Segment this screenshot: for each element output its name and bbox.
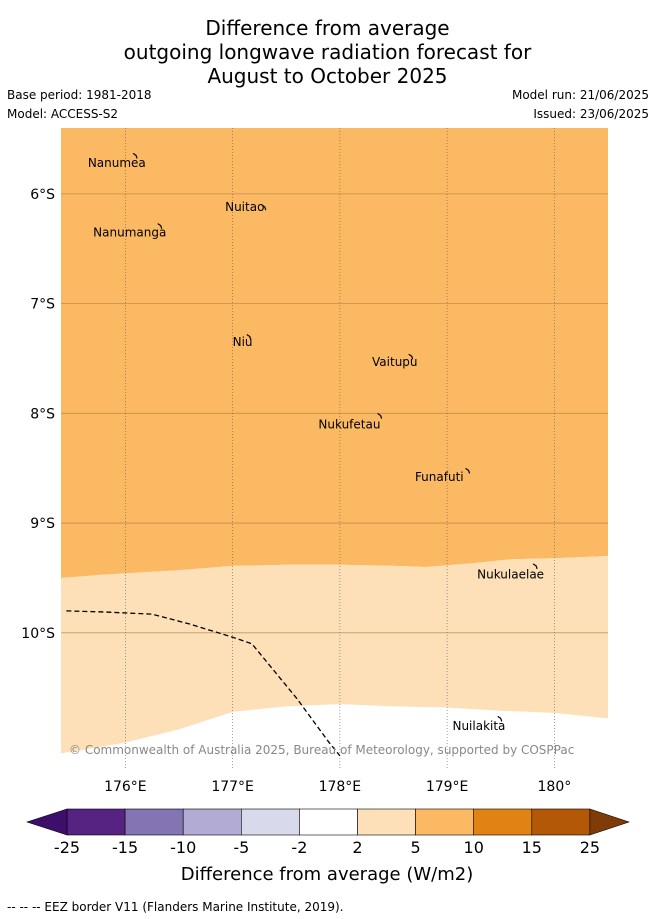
colorbar-segment (182, 808, 242, 836)
lon-tick-label: 177°E (211, 779, 254, 795)
eez-legend-note: -- -- -- EEZ border V11 (Flanders Marine… (7, 900, 344, 914)
lat-tick-label: 8°S (30, 406, 55, 422)
colorbar-tick-label: 2 (352, 838, 362, 857)
base-period: Base period: 1981-2018 (7, 88, 152, 102)
colorbar-label: Difference from average (W/m2) (181, 864, 473, 885)
island-outline (532, 563, 538, 570)
title-line-3: August to October 2025 (207, 64, 448, 88)
model-name: Model: ACCESS-S2 (7, 107, 119, 121)
colorbar-extend-high (589, 808, 630, 836)
colorbar-tick-label: -25 (54, 838, 80, 857)
colorbar-segment (357, 808, 416, 836)
colorbar-tick-label: -10 (170, 838, 196, 857)
colorbar-tick-label: 25 (580, 838, 600, 857)
island-label: Nanumea (88, 156, 146, 170)
issued-date: Issued: 23/06/2025 (533, 107, 649, 121)
island-label: Nuitao (225, 200, 264, 214)
lat-tick-label: 7°S (30, 297, 55, 313)
eez-border-line (66, 610, 341, 757)
anomaly-zone-5-10 (61, 128, 608, 578)
island-outline (497, 715, 503, 722)
island-label: Vaitupu (372, 355, 418, 369)
map-content: Nanumea Nuitao Nanumanga Niu Vaitupu Nukufeta… (61, 128, 608, 770)
island-outline (261, 204, 267, 211)
island-label: Nukufetau (318, 417, 380, 431)
colorbar-extend-low (26, 808, 68, 836)
island-label: Nanumanga (93, 225, 166, 239)
island-label: Funafuti (415, 470, 464, 484)
colorbar-tick-label: 5 (411, 838, 421, 857)
colorbar-tick-label: -2 (291, 838, 307, 857)
colorbar-tick-label: -5 (233, 838, 249, 857)
island-label: Nuilakita (452, 719, 505, 733)
colorbar-tick-label: 15 (522, 838, 542, 857)
island-outline (246, 334, 252, 340)
island-outline (132, 152, 138, 159)
colorbar-segment (124, 808, 184, 836)
colorbar-tick-label: 10 (464, 838, 484, 857)
island-outline (157, 223, 163, 229)
map-layer: Nanumea Nuitao Nanumanga Niu Vaitupu Nukufeta… (21, 128, 608, 795)
island-outline (377, 413, 383, 419)
colorbar-segment (299, 808, 358, 836)
chart-title: Difference from average outgoing longwav… (0, 16, 655, 88)
lon-tick-label: 180° (538, 779, 572, 795)
colorbar-segment (531, 808, 591, 836)
colorbar-segment (415, 808, 475, 836)
anomaly-zone-2-5 (61, 556, 608, 754)
colorbar-segment (241, 808, 300, 836)
colorbar-segment (473, 808, 533, 836)
island-outline (408, 353, 414, 360)
colorbar-tick-label: -15 (112, 838, 138, 857)
lat-tick-label: 6°S (30, 187, 55, 203)
lon-tick-label: 179°E (426, 779, 469, 795)
colorbar-segment (66, 808, 126, 836)
island-label: Niu (233, 335, 253, 349)
model-run: Model run: 21/06/2025 (511, 88, 649, 102)
copyright-notice: © Commonwealth of Australia 2025, Bureau… (69, 743, 574, 757)
lat-tick-label: 9°S (30, 516, 55, 532)
title-line-2: outgoing longwave radiation forecast for (123, 40, 532, 64)
lon-tick-label: 178°E (319, 779, 362, 795)
title-line-1: Difference from average (205, 16, 450, 40)
lon-tick-label: 176°E (104, 779, 147, 795)
lat-tick-label: 10°S (21, 626, 55, 642)
island-outline (465, 467, 471, 474)
island-label: Nukulaelae (477, 568, 544, 582)
